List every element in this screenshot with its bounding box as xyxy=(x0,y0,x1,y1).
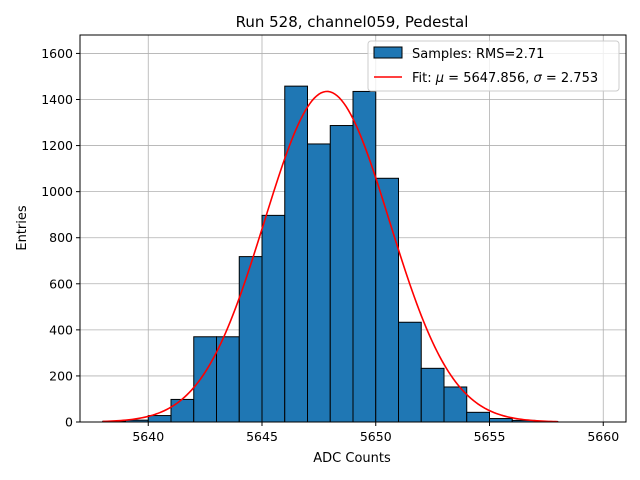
histogram-bar xyxy=(238,256,263,423)
histogram-bar xyxy=(398,321,422,423)
y-axis-ticks: 0 200 400 600 800 1000 1200 1400 1600 xyxy=(41,46,80,430)
x-tick-label: 5660 xyxy=(587,429,619,444)
histogram-bar xyxy=(307,143,331,423)
histogram-bar xyxy=(261,214,286,423)
legend-sigma-symbol: σ xyxy=(534,71,543,86)
y-tick-label: 600 xyxy=(49,276,73,291)
histogram-bar xyxy=(147,415,172,423)
y-axis-label: Entries xyxy=(15,205,30,251)
legend-histogram-label: Samples: RMS=2.71 xyxy=(412,47,544,62)
fit-curve xyxy=(102,90,558,423)
x-tick-label: 5655 xyxy=(474,429,506,444)
legend: Samples: RMS=2.71 Fit: μ = 5647.856, σ =… xyxy=(367,40,620,92)
histogram-bar xyxy=(489,418,513,423)
histogram-bar xyxy=(193,336,217,423)
plot-frame xyxy=(79,34,627,423)
legend-histogram-swatch xyxy=(373,46,403,59)
y-tick-label: 800 xyxy=(49,230,73,245)
legend-mu-value: = 5647.856, xyxy=(444,71,533,86)
y-tick-label: 400 xyxy=(49,322,73,337)
histogram-bar xyxy=(420,367,445,423)
histogram-bar xyxy=(329,125,354,423)
x-axis-ticks: 5640 5645 5650 5655 5660 xyxy=(132,422,619,444)
y-tick-label: 0 xyxy=(65,415,73,430)
histogram-bar xyxy=(216,336,240,423)
legend-mu-symbol: μ xyxy=(435,71,444,86)
legend-sigma-value: = 2.753 xyxy=(542,71,598,86)
x-tick-label: 5645 xyxy=(246,429,278,444)
y-tick-label: 1000 xyxy=(41,184,73,199)
legend-box xyxy=(367,40,620,92)
y-tick-label: 200 xyxy=(49,368,73,383)
histogram-bar xyxy=(466,411,490,423)
y-tick-label: 1200 xyxy=(41,138,73,153)
histogram-bars xyxy=(102,85,559,423)
x-tick-label: 5640 xyxy=(132,429,164,444)
y-tick-label: 1400 xyxy=(41,92,73,107)
fit-curve-layer xyxy=(102,90,558,423)
histogram-bar xyxy=(284,85,308,423)
x-tick-label: 5650 xyxy=(360,429,392,444)
y-tick-label: 1600 xyxy=(41,46,73,61)
x-axis-label: ADC Counts xyxy=(313,451,391,466)
histogram-bar xyxy=(352,90,377,423)
histogram-bar xyxy=(170,398,195,423)
chart-title: Run 528, channel059, Pedestal xyxy=(236,13,469,31)
legend-fit-prefix: Fit: xyxy=(412,71,436,86)
legend-fit-label: Fit: μ = 5647.856, σ = 2.753 xyxy=(412,71,598,86)
